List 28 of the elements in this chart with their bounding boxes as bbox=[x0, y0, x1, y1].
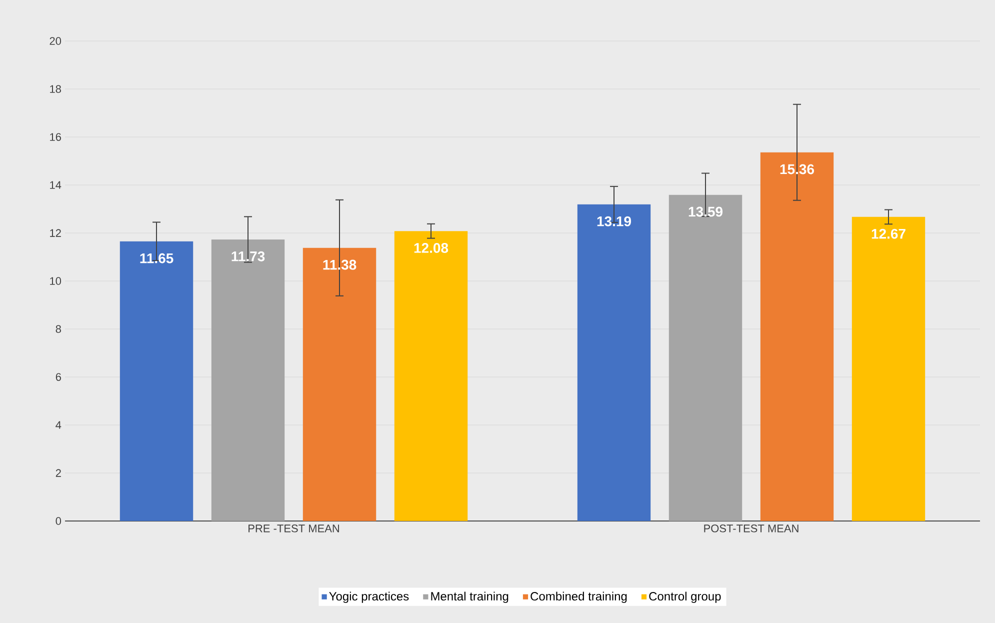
y-tick-label: 14 bbox=[50, 181, 62, 189]
y-tick-label: 6 bbox=[56, 373, 61, 381]
legend-label: Mental training bbox=[431, 592, 508, 603]
y-tick-label: 0 bbox=[56, 517, 62, 525]
data-label: 12.67 bbox=[872, 228, 906, 239]
bar bbox=[760, 152, 834, 521]
y-tick-label: 10 bbox=[50, 277, 62, 285]
y-tick-label: 20 bbox=[50, 37, 62, 45]
bar bbox=[120, 241, 194, 521]
data-label: 12.08 bbox=[414, 242, 448, 253]
legend-label: Combined training bbox=[530, 592, 627, 603]
y-tick-label: 2 bbox=[56, 469, 61, 477]
data-label: 13.19 bbox=[597, 216, 632, 226]
bar bbox=[394, 231, 468, 521]
x-tick-label: PRE -TEST MEAN bbox=[248, 524, 339, 532]
y-tick-label: 16 bbox=[50, 133, 61, 141]
x-tick-label: POST-TEST MEAN bbox=[704, 524, 798, 532]
bar bbox=[577, 204, 651, 521]
legend-label: Yogic practices bbox=[329, 592, 409, 603]
legend-label: Control group bbox=[649, 592, 721, 603]
bar bbox=[211, 239, 285, 521]
bar bbox=[668, 194, 742, 521]
bar bbox=[852, 216, 926, 521]
bar bbox=[302, 248, 376, 521]
y-tick-label: 4 bbox=[56, 421, 62, 429]
y-tick-label: 18 bbox=[50, 85, 61, 93]
y-tick-label: 12 bbox=[50, 229, 61, 237]
y-tick-label: 8 bbox=[56, 325, 61, 333]
